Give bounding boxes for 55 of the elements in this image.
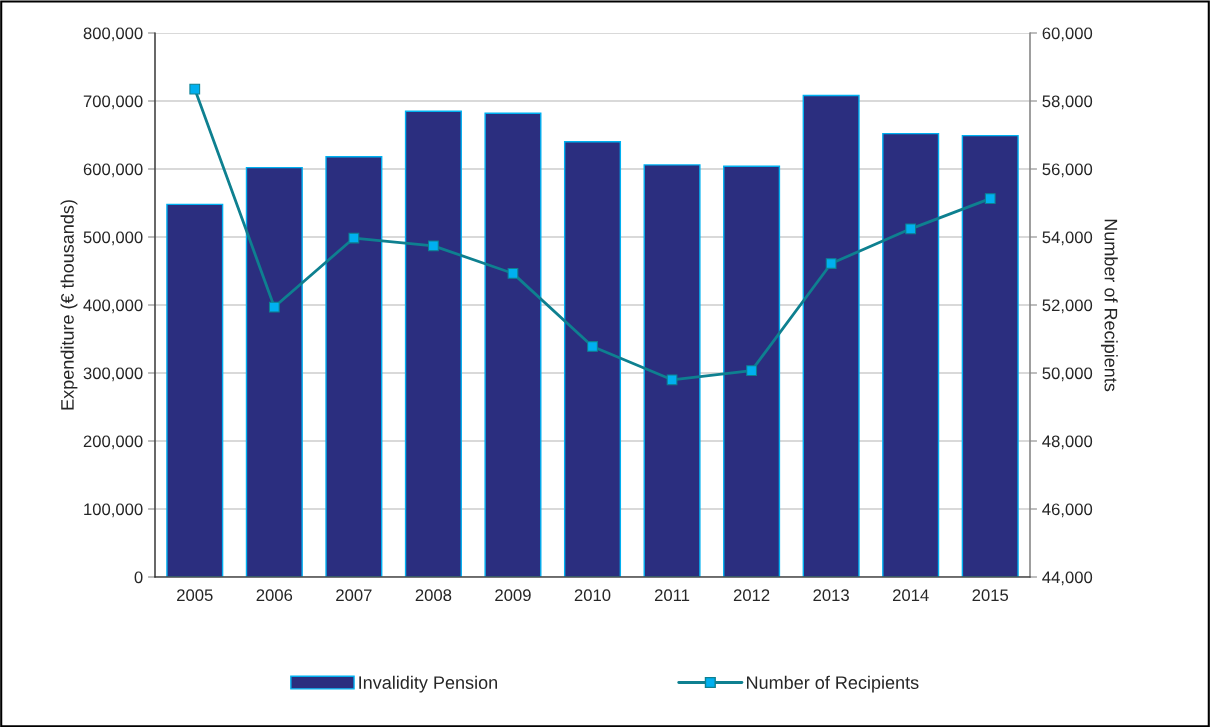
bar bbox=[245, 166, 303, 577]
x-tick-label: 2005 bbox=[177, 589, 213, 602]
y-tick-label: 300,000 bbox=[83, 367, 143, 382]
y-tick-label: 600,000 bbox=[83, 163, 143, 178]
bar bbox=[325, 156, 383, 577]
x-tick-label: 2009 bbox=[495, 589, 531, 602]
x-tick-label: 2014 bbox=[892, 589, 929, 602]
y-axis-title: Expenditure (€ thousands) bbox=[60, 200, 78, 410]
y2-tick-label: 44,000 bbox=[1042, 571, 1093, 586]
point bbox=[507, 268, 519, 279]
y2-tick-label: 48,000 bbox=[1042, 435, 1093, 450]
y2-tick-label: 56,000 bbox=[1042, 163, 1093, 178]
bar bbox=[563, 141, 622, 577]
x-tick-label: 2013 bbox=[813, 589, 849, 602]
bar bbox=[643, 164, 701, 577]
y2-tick-label: 52,000 bbox=[1042, 299, 1093, 314]
legend-label: Number of Recipients bbox=[747, 675, 919, 693]
y-tick-label: 400,000 bbox=[83, 299, 143, 314]
y-tick-label: 700,000 bbox=[83, 95, 143, 110]
point bbox=[905, 223, 917, 235]
bar bbox=[723, 165, 781, 577]
y2-tick-label: 46,000 bbox=[1042, 503, 1093, 518]
x-tick-label: 2007 bbox=[336, 589, 372, 602]
bar bbox=[404, 110, 462, 577]
point bbox=[428, 240, 439, 252]
bar bbox=[166, 203, 224, 577]
y-tick-label: 500,000 bbox=[83, 231, 143, 246]
bar bbox=[882, 132, 940, 577]
y2-axis-title: Number of Recipients bbox=[1100, 219, 1118, 392]
y-tick-label: 0 bbox=[134, 571, 143, 584]
y2-tick-label: 58,000 bbox=[1042, 95, 1093, 110]
point bbox=[825, 258, 837, 269]
y-tick-label: 200,000 bbox=[83, 435, 143, 450]
point bbox=[268, 301, 280, 313]
point bbox=[984, 193, 996, 204]
legend-label: Invalidity Pension bbox=[359, 675, 498, 693]
y-tick-label: 100,000 bbox=[84, 503, 143, 518]
x-tick-label: 2012 bbox=[733, 589, 770, 602]
point bbox=[348, 232, 360, 244]
bar bbox=[802, 94, 860, 577]
y2-tick-label: 60,000 bbox=[1042, 27, 1093, 42]
x-tick-label: 2010 bbox=[574, 589, 611, 602]
point bbox=[746, 365, 757, 376]
bar bbox=[961, 134, 1019, 577]
x-tick-label: 2008 bbox=[415, 589, 452, 602]
y2-tick-label: 54,000 bbox=[1042, 231, 1093, 246]
bar bbox=[484, 112, 542, 577]
point bbox=[189, 83, 201, 95]
y2-tick-label: 50,000 bbox=[1042, 367, 1093, 382]
y-tick-label: 800,000 bbox=[83, 27, 143, 42]
x-tick-label: 2006 bbox=[256, 589, 293, 602]
point bbox=[587, 341, 598, 352]
x-tick-label: 2011 bbox=[654, 589, 690, 602]
point bbox=[666, 374, 678, 386]
x-tick-label: 2015 bbox=[972, 589, 1009, 602]
